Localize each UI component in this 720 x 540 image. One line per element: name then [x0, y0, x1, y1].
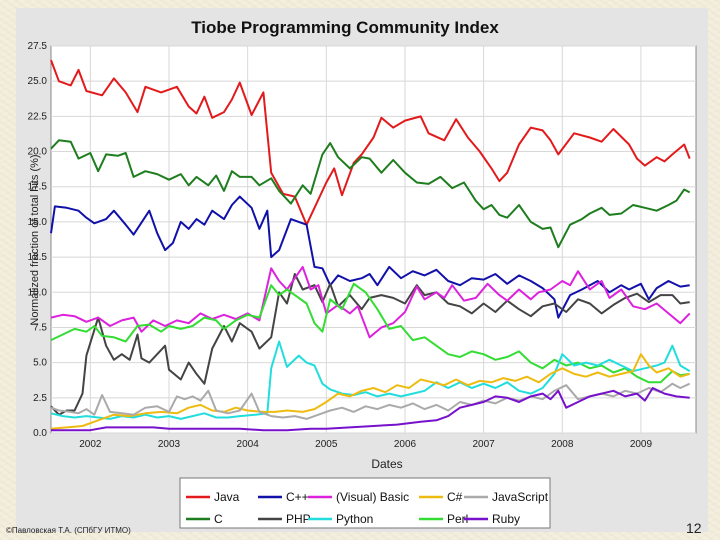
- legend-label-csharp: C#: [447, 490, 463, 504]
- y-tick-label: 2.5: [33, 393, 47, 404]
- legend-label-python: Python: [336, 512, 373, 526]
- y-tick-label: 20.0: [28, 147, 48, 158]
- x-tick-label: 2003: [158, 439, 181, 450]
- legend-box: [179, 477, 551, 529]
- legend-label-ruby: Ruby: [492, 512, 520, 526]
- y-tick-label: 10.0: [28, 287, 48, 298]
- y-tick-label: 17.5: [28, 182, 48, 193]
- x-axis-label: Dates: [371, 457, 402, 471]
- series-layer: [50, 59, 691, 432]
- legend-label-visual-basic: (Visual) Basic: [336, 490, 409, 504]
- x-tick-label: 2007: [472, 439, 495, 450]
- y-axis: 0.0 2.5 5.0 7.5 10.0 12.5 15.0 17.5 20.0 22.5 25.0…: [28, 41, 48, 439]
- x-tick-label: 2004: [237, 439, 260, 450]
- x-tick-label: 2005: [315, 439, 338, 450]
- series-line-python: [50, 340, 691, 420]
- chart: Tiobe Programming Community Index 0.0 2.5…: [28, 18, 697, 529]
- series-line-c: [50, 139, 691, 249]
- plot-area: [50, 45, 697, 434]
- legend-label-cpp: C++: [286, 490, 309, 504]
- x-axis: 2002 2003 2004 2005 2006 2007 2008 2009: [79, 439, 652, 450]
- y-tick-label: 0.0: [33, 428, 47, 439]
- legend-label-php: PHP: [286, 512, 311, 526]
- y-tick-label: 5.0: [33, 358, 47, 369]
- y-tick-label: 15.0: [28, 217, 48, 228]
- series-line-ruby: [51, 387, 690, 432]
- legend-label-java: Java: [214, 490, 240, 504]
- y-tick-label: 25.0: [28, 76, 48, 87]
- legend-label-c: C: [214, 512, 223, 526]
- y-tick-label: 22.5: [28, 111, 48, 122]
- chart-panel: Tiobe Programming Community Index 0.0 2.5…: [16, 8, 708, 532]
- slide-number: 12: [686, 520, 702, 536]
- series-line-visual-basic: [50, 265, 691, 339]
- footer-credit: ©Павловская Т.А. (СПбГУ ИТМО): [6, 526, 131, 535]
- x-tick-label: 2006: [394, 439, 417, 450]
- y-tick-label: 27.5: [28, 41, 48, 52]
- series-line-cpp: [50, 195, 690, 319]
- legend-label-perl: Perl: [447, 512, 468, 526]
- y-tick-label: 7.5: [33, 322, 47, 333]
- series-line-java: [50, 59, 691, 226]
- x-tick-label: 2008: [551, 439, 574, 450]
- series-line-csharp: [50, 353, 690, 430]
- legend-label-javascript: JavaScript: [492, 490, 549, 504]
- x-tick-label: 2002: [79, 439, 102, 450]
- x-tick-label: 2009: [630, 439, 653, 450]
- series-line-javascript: [50, 382, 691, 420]
- legend: Java C C++ PHP (Visual) Basic Perl Python C# Jav…: [179, 477, 551, 529]
- y-tick-label: 12.5: [28, 252, 48, 263]
- chart-title: Tiobe Programming Community Index: [191, 18, 499, 37]
- y-axis-label: Normalized fraction of total hits (%): [29, 154, 41, 325]
